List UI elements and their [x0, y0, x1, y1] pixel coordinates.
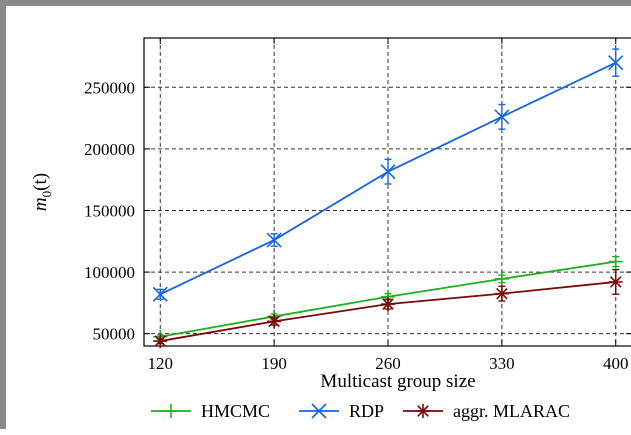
y-axis-label-subscript: 0: [39, 191, 54, 198]
marker-stroke: [311, 403, 327, 419]
data-point: [381, 297, 395, 312]
x-tick-label: 400: [603, 354, 629, 373]
marker-stroke: [380, 164, 396, 180]
x-tick-label: 260: [375, 354, 401, 373]
y-tick-label: 150000: [84, 201, 135, 220]
data-point: [153, 334, 168, 349]
marker-stroke: [496, 287, 508, 300]
legend-label: aggr. MLARAC: [453, 401, 570, 421]
axis-ticks: 120 190 260 330 400 50000 100000 150000 200000 25…: [84, 38, 631, 373]
x-axis-label: Multicast group size: [320, 371, 475, 392]
data-point: [266, 232, 282, 248]
y-axis-label-tail: (t): [30, 173, 51, 191]
marker-stroke: [268, 315, 280, 328]
marker-stroke: [608, 55, 624, 71]
data-point: [494, 271, 509, 286]
y-tick-label: 200000: [84, 140, 135, 159]
x-tick-label: 190: [261, 354, 287, 373]
series-aggr-mlarac: [153, 268, 623, 349]
legend-marker: [311, 403, 327, 419]
legend-item-hmcmc: HMCMC: [151, 401, 270, 421]
y-tick-label: 250000: [84, 78, 135, 97]
x-tick-label: 120: [148, 354, 174, 373]
series-rdp: [152, 48, 624, 302]
data-point: [152, 286, 168, 302]
data-point: [494, 286, 509, 301]
marker-stroke: [266, 232, 282, 248]
legend-label: HMCMC: [201, 401, 270, 421]
marker-stroke: [609, 276, 622, 288]
legend-marker: [164, 404, 178, 418]
data-point: [608, 55, 624, 71]
marker-stroke: [494, 109, 510, 125]
data-point: [380, 164, 396, 180]
y-axis-label-main: m: [30, 197, 51, 211]
data-point: [267, 314, 282, 329]
legend-marker: [416, 404, 430, 418]
marker-stroke: [154, 335, 167, 347]
legend-item-rdp: RDP: [299, 401, 384, 421]
marker-stroke: [152, 286, 168, 302]
marker-stroke: [417, 405, 429, 417]
y-tick-label: 50000: [93, 325, 136, 344]
line-chart: 120 190 260 330 400 50000 100000 150000 200000 25…: [30, 37, 631, 421]
legend-label: RDP: [349, 401, 384, 421]
data-point: [494, 109, 510, 125]
x-tick-label: 330: [489, 354, 515, 373]
data-point: [608, 254, 623, 269]
data-point: [608, 274, 623, 289]
legend: HMCMC RDP aggr. MLARAC: [151, 401, 570, 421]
series-group: [152, 48, 624, 349]
marker-stroke: [382, 298, 394, 310]
y-tick-label: 100000: [84, 263, 135, 282]
y-axis-label: m0(t): [30, 173, 54, 211]
legend-item-aggr-mlarac: aggr. MLARAC: [403, 401, 570, 421]
